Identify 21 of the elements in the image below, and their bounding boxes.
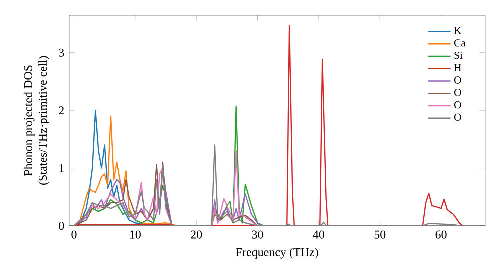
legend-label: H (454, 64, 462, 72)
y-tick-label: 3 (59, 48, 64, 57)
legend-label: Si (454, 52, 463, 60)
y-tick-label: 2 (59, 106, 64, 115)
legend-label: O (454, 114, 462, 122)
legend-label: O (454, 89, 462, 96)
legend-label: O (454, 76, 462, 84)
x-tick-label: 50 (374, 230, 386, 239)
x-tick-label: 60 (436, 230, 447, 239)
y-tick-label: 0 (59, 222, 64, 230)
x-tick-label: 20 (191, 230, 202, 239)
x-tick-label: 10 (130, 230, 141, 239)
y-axis-title: Phonon projected DOS (States/THz·primitive cell) (24, 56, 50, 185)
legend-label: K (454, 27, 462, 34)
y-tick-label: 1 (60, 164, 64, 172)
x-axis-title: Frequency (THz) (236, 248, 318, 259)
legend-label: O (454, 101, 462, 109)
x-tick-label: 30 (252, 230, 264, 239)
legend-label: Ca (454, 40, 466, 47)
x-tick-label: 40 (313, 230, 324, 239)
x-tick-label: 0 (72, 230, 77, 239)
